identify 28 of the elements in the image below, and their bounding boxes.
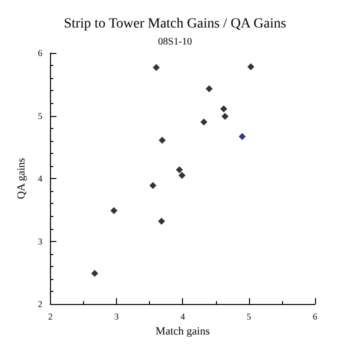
y-tick-label: 3 bbox=[38, 236, 43, 246]
y-tick-label: 5 bbox=[38, 110, 43, 121]
y-tick-label: 2 bbox=[38, 299, 42, 310]
y-tick-label: 4 bbox=[38, 174, 43, 184]
x-tick-label: 3 bbox=[114, 312, 120, 322]
x-axis-title: Match gains bbox=[156, 326, 210, 338]
chart-title: Strip to Tower Match Gains / QA Gains bbox=[64, 16, 286, 32]
point bbox=[158, 136, 166, 144]
y-axis-title: QA gains bbox=[16, 158, 28, 200]
x-tick-label: 4 bbox=[180, 312, 186, 322]
x-tick-label: 6 bbox=[312, 312, 318, 322]
point bbox=[222, 112, 229, 120]
point bbox=[206, 85, 213, 92]
point bbox=[247, 63, 254, 70]
point bbox=[200, 118, 208, 126]
point bbox=[176, 166, 183, 174]
point bbox=[149, 182, 156, 189]
point bbox=[178, 172, 186, 179]
point bbox=[152, 64, 160, 71]
y-tick-label: 6 bbox=[38, 48, 43, 58]
point bbox=[220, 105, 228, 112]
point bbox=[91, 270, 98, 277]
x-tick-label: 5 bbox=[246, 312, 252, 322]
point bbox=[238, 132, 246, 140]
x-tick-label: 2 bbox=[48, 312, 53, 322]
chart-subtitle: 08S1-10 bbox=[158, 36, 192, 48]
point bbox=[158, 218, 166, 225]
point bbox=[110, 207, 118, 214]
